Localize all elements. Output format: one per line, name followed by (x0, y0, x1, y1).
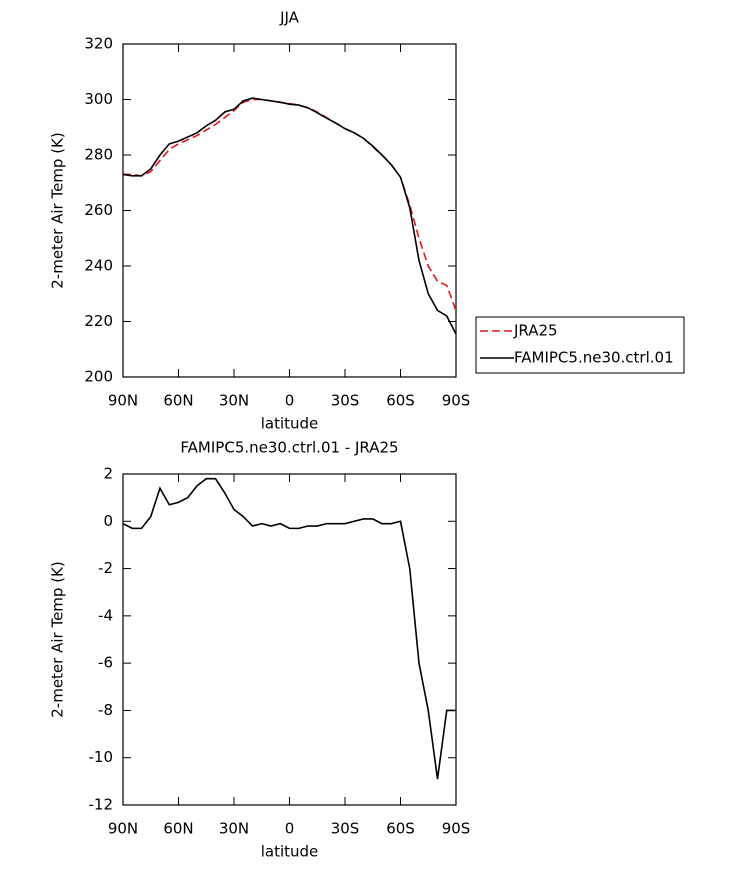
x-tick-label: 0 (285, 392, 295, 410)
y-tick-label: -12 (89, 796, 114, 814)
y-tick-label: -4 (98, 606, 113, 624)
x-tick-label: 60N (163, 820, 193, 838)
x-tick-label: 30S (331, 820, 360, 838)
y-tick-label: 260 (84, 201, 113, 219)
legend-label: FAMIPC5.ne30.ctrl.01 (514, 349, 674, 367)
y-tick-label: 280 (84, 146, 113, 164)
x-tick-label: 90S (442, 820, 471, 838)
y-tick-label: 320 (84, 35, 113, 53)
y-tick-label: -6 (98, 654, 113, 672)
chart-title: FAMIPC5.ne30.ctrl.01 - JRA25 (180, 439, 398, 457)
x-tick-label: 30S (331, 392, 360, 410)
y-tick-label: -2 (98, 559, 113, 577)
y-tick-label: 300 (84, 90, 113, 108)
x-axis-label: latitude (261, 843, 319, 861)
data-line (122, 477, 456, 780)
y-tick-label: 2 (103, 465, 113, 483)
y-tick-label: 220 (84, 312, 113, 330)
y-axis-label: 2-meter Air Temp (K) (49, 561, 67, 718)
x-tick-label: 60N (163, 392, 193, 410)
x-tick-label: 90S (442, 392, 471, 410)
legend-box (475, 316, 685, 374)
data-line (123, 98, 457, 311)
x-tick-label: 30N (219, 392, 249, 410)
x-tick-label: 0 (285, 820, 295, 838)
x-tick-label: 90N (108, 392, 138, 410)
x-axis-label: latitude (261, 415, 319, 433)
plot-frame (122, 43, 457, 378)
x-tick-label: 30N (219, 820, 249, 838)
legend-label: JRA25 (513, 322, 558, 340)
data-line (122, 97, 457, 335)
chart-title: JJA (279, 9, 300, 27)
y-tick-label: -10 (89, 748, 114, 766)
y-tick-label: 240 (84, 257, 113, 275)
x-tick-label: 60S (386, 392, 415, 410)
x-tick-label: 90N (108, 820, 138, 838)
y-tick-label: -8 (98, 701, 113, 719)
y-tick-label: 200 (84, 368, 113, 386)
y-axis-label: 2-meter Air Temp (K) (49, 132, 67, 289)
x-tick-label: 60S (386, 820, 415, 838)
plot-frame (122, 473, 457, 806)
y-tick-label: 0 (103, 512, 113, 530)
